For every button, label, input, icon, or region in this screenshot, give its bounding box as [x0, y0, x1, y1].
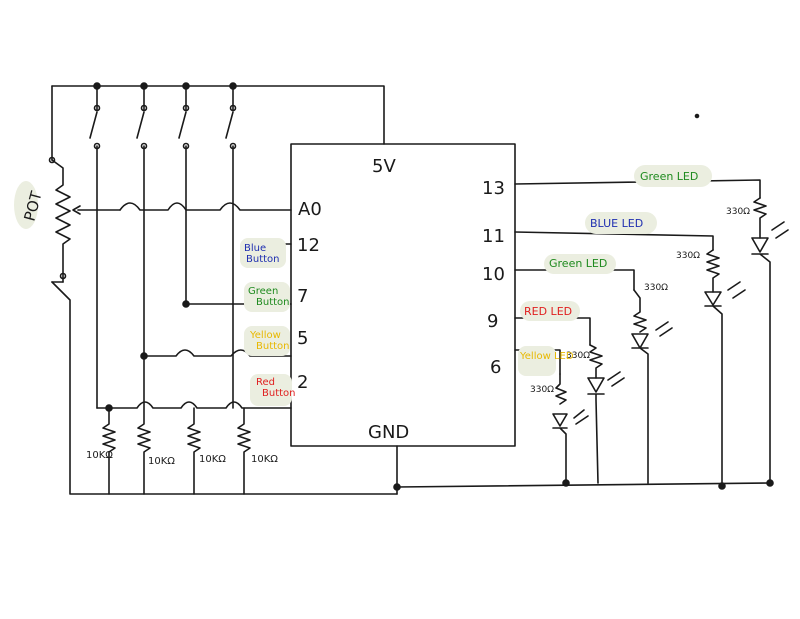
led-label-yellow-6: Yellow LED [519, 351, 574, 362]
pin13-wire [514, 179, 761, 199]
led-label-blue-11: BLUE LED [590, 217, 643, 230]
led-label-highlight-9 [520, 301, 580, 321]
power-label: 5V [372, 156, 396, 177]
pin-label-9: 9 [487, 311, 498, 332]
button-label-green: Green Button [248, 286, 290, 308]
led-branch-blue-11 [704, 249, 746, 487]
junction-dots [93, 82, 774, 491]
button-label-yellow: Yellow Button [249, 330, 290, 352]
microcontroller-box [290, 143, 516, 447]
button-label-blue: Blue Button [244, 243, 280, 265]
led-resistor-label-10: 330Ω [644, 283, 668, 293]
pin-label-11: 11 [482, 226, 505, 247]
button-label-highlight-7 [244, 282, 290, 312]
potentiometer [48, 156, 121, 283]
led-resistor-label-6: 330Ω [530, 385, 554, 395]
led-label-highlight-10 [544, 254, 616, 274]
pin11-wire [514, 231, 714, 251]
pin-label-10: 10 [482, 264, 505, 285]
led-label-highlight-6 [518, 346, 556, 376]
pulldown-label-3: 10KΩ [199, 454, 226, 465]
ground-bus-wire [396, 445, 773, 495]
pot-label-highlight [14, 181, 38, 229]
led-label-highlight-13 [634, 165, 712, 187]
led-branch-red-9 [587, 344, 625, 484]
pin-label-7: 7 [297, 286, 308, 307]
led-label-green-13: Green LED [640, 170, 698, 183]
pulldown-resistors [102, 355, 251, 495]
pushbutton-switches [89, 85, 237, 409]
led-label-highlight-11 [585, 212, 657, 234]
pin-label-2: 2 [297, 372, 308, 393]
pin-label-5: 5 [297, 328, 308, 349]
left-rail-wire [51, 85, 398, 495]
led-resistor-label-11: 330Ω [676, 251, 700, 261]
led-label-red-9: RED LED [524, 305, 572, 318]
a0-wire [119, 202, 292, 211]
led-resistor-label-9: 330Ω [566, 351, 590, 361]
top-rail-wire [51, 85, 385, 145]
pin-label-a0: A0 [298, 199, 322, 220]
pin9-wire [514, 317, 591, 346]
button-label-highlight-2 [250, 374, 292, 406]
led-branch-green-10 [631, 289, 673, 484]
led-branch-yellow-6 [552, 373, 589, 484]
pulldown-label-2: 10KΩ [148, 456, 175, 467]
ground-label: GND [368, 422, 409, 443]
led-resistor-label-13: 330Ω [726, 207, 750, 217]
button-label-red: Red Button [256, 377, 296, 399]
button-label-highlight-5 [244, 326, 290, 356]
pin-label-13: 13 [482, 178, 505, 199]
pulldown-label-1: 10KΩ [86, 450, 113, 461]
pin-label-12: 12 [297, 235, 320, 256]
pulldown-label-4: 10KΩ [251, 454, 278, 465]
led-branch-green-13 [751, 197, 789, 484]
button-label-highlight-12 [240, 238, 286, 268]
led-label-green-10: Green LED [549, 257, 607, 270]
pin-label-6: 6 [490, 357, 501, 378]
